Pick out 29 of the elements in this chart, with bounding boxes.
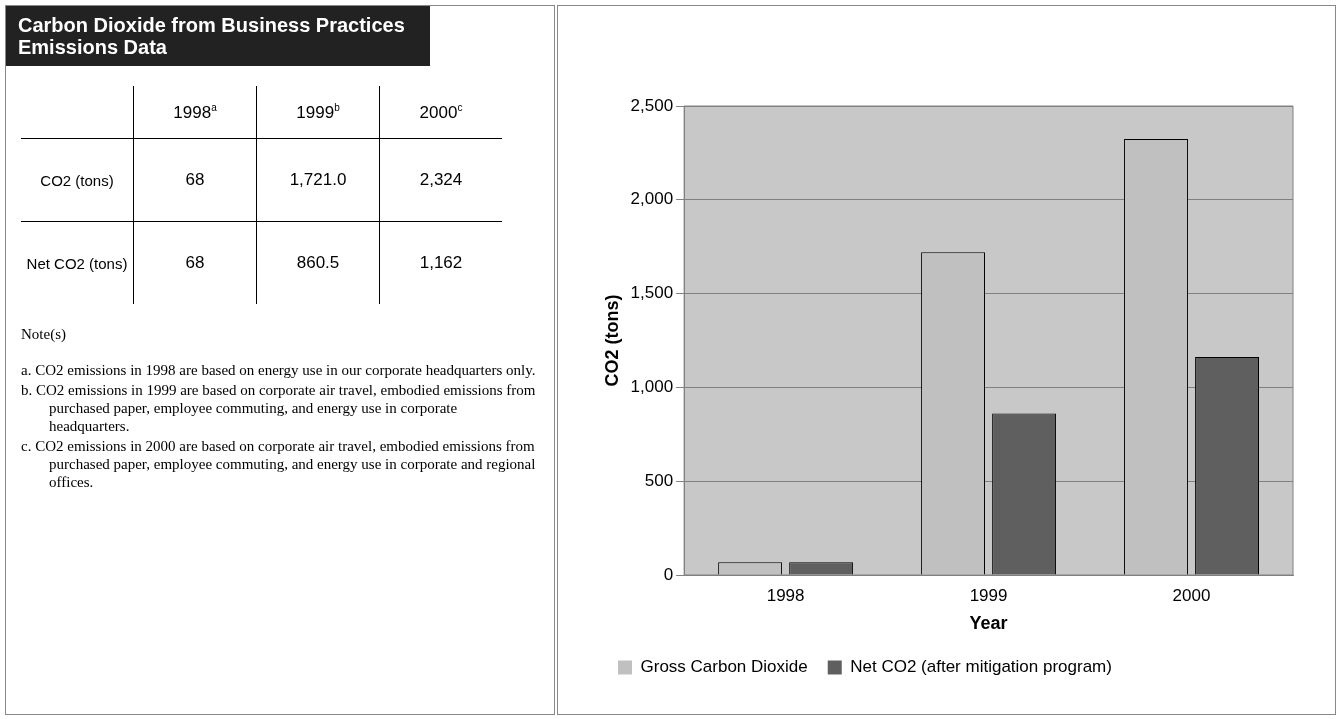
legend-label: Gross Carbon Dioxide xyxy=(640,657,808,677)
x-tick-label: 1999 xyxy=(969,585,1008,605)
y-tick-label: 2,500 xyxy=(630,95,674,115)
legend-label: Net CO2 (after mitigation program) xyxy=(850,657,1112,677)
text: b. CO2 emissions in 1999 are based on corporate air travel, embodied emissions from purchased paper, employee commuting, and energy use in corporate headquarters. xyxy=(21,381,537,435)
category-label: CO2 (tons) xyxy=(40,171,114,189)
text: Note(s) xyxy=(21,326,67,343)
category-label: 1999$^{b}$ xyxy=(256,86,380,139)
text: 1,162 xyxy=(419,253,463,272)
text: 68 xyxy=(185,253,205,272)
x-tick-label: 2000 xyxy=(1172,585,1211,605)
category-label: 2000$^{c}$ xyxy=(379,86,502,139)
text: 1,721.0 xyxy=(289,170,347,189)
text: 2,324 xyxy=(419,170,463,189)
y-tick-label: 0 xyxy=(663,564,674,584)
y-tick-label: 500 xyxy=(644,470,674,490)
y-tick-label: 1,000 xyxy=(630,377,674,397)
y-axis-title: CO2 (tons) xyxy=(601,294,622,387)
text: 68 xyxy=(185,170,205,189)
text: 860.5 xyxy=(296,253,340,272)
text: c. CO2 emissions in 2000 are based on corporate air travel, embodied emissions from purchased paper, employee commuting, and energy use in corporate and regional offices. xyxy=(21,437,537,491)
x-tick-label: 1998 xyxy=(766,585,805,605)
x-axis-title: Year xyxy=(969,613,1008,634)
y-tick-label: 1,500 xyxy=(630,283,674,303)
text: a. CO2 emissions in 1998 are based on energy use in our corporate headquarters only. xyxy=(21,361,537,379)
y-tick-label: 2,000 xyxy=(630,189,674,209)
category-label: Net CO2 (tons) xyxy=(26,254,128,272)
category-label: 1998$^{a}$ xyxy=(133,86,257,139)
text: Carbon Dioxide from Business Practices Emissions Data xyxy=(6,6,430,66)
